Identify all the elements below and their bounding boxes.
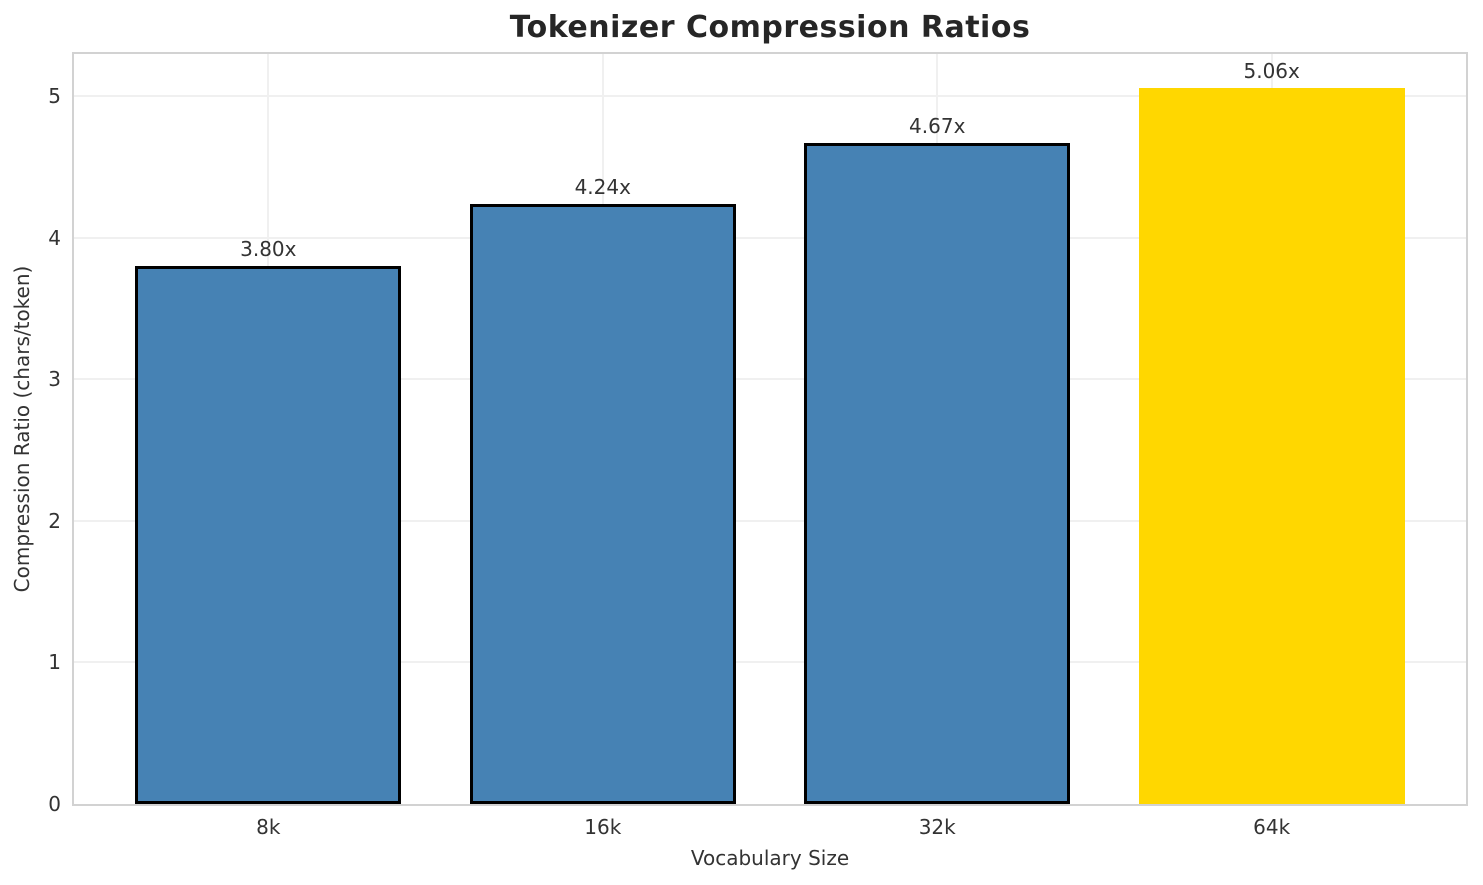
bar	[1138, 87, 1405, 804]
y-tick-label: 3	[48, 367, 61, 392]
x-tick-label: 32k	[918, 815, 956, 839]
h-gridline	[74, 95, 1466, 98]
chart-title: Tokenizer Compression Ratios	[509, 10, 1031, 45]
y-tick-label: 1	[48, 650, 61, 675]
plot-area: 0 1 2 3 4 5 3.80x 8k 4.24x 16k 4.67x 32k 5.06x 64k	[48, 52, 1468, 839]
x-axis-label: Vocabulary Size	[690, 846, 850, 870]
y-tick-label: 0	[48, 792, 61, 816]
bar	[804, 143, 1071, 804]
bar-value-label: 5.06x	[1243, 58, 1300, 83]
bar-value-label: 4.67x	[909, 114, 966, 139]
y-axis-label: Compression Ratio (chars/token)	[10, 265, 34, 593]
x-tick-label: 16k	[584, 815, 622, 839]
y-tick-label: 4	[48, 225, 61, 250]
bar-value-label: 3.80x	[240, 237, 297, 262]
h-gridline	[74, 519, 1466, 522]
y-tick-label: 5	[48, 84, 61, 109]
h-gridline	[74, 236, 1466, 239]
x-tick-label: 64k	[1253, 815, 1291, 839]
h-gridline	[74, 661, 1466, 664]
h-gridline	[74, 378, 1466, 381]
y-tick-label: 2	[48, 508, 61, 533]
x-tick-label: 8k	[256, 815, 281, 839]
bar	[135, 266, 402, 804]
bar-value-label: 4.24x	[574, 175, 631, 199]
bar	[469, 204, 736, 804]
